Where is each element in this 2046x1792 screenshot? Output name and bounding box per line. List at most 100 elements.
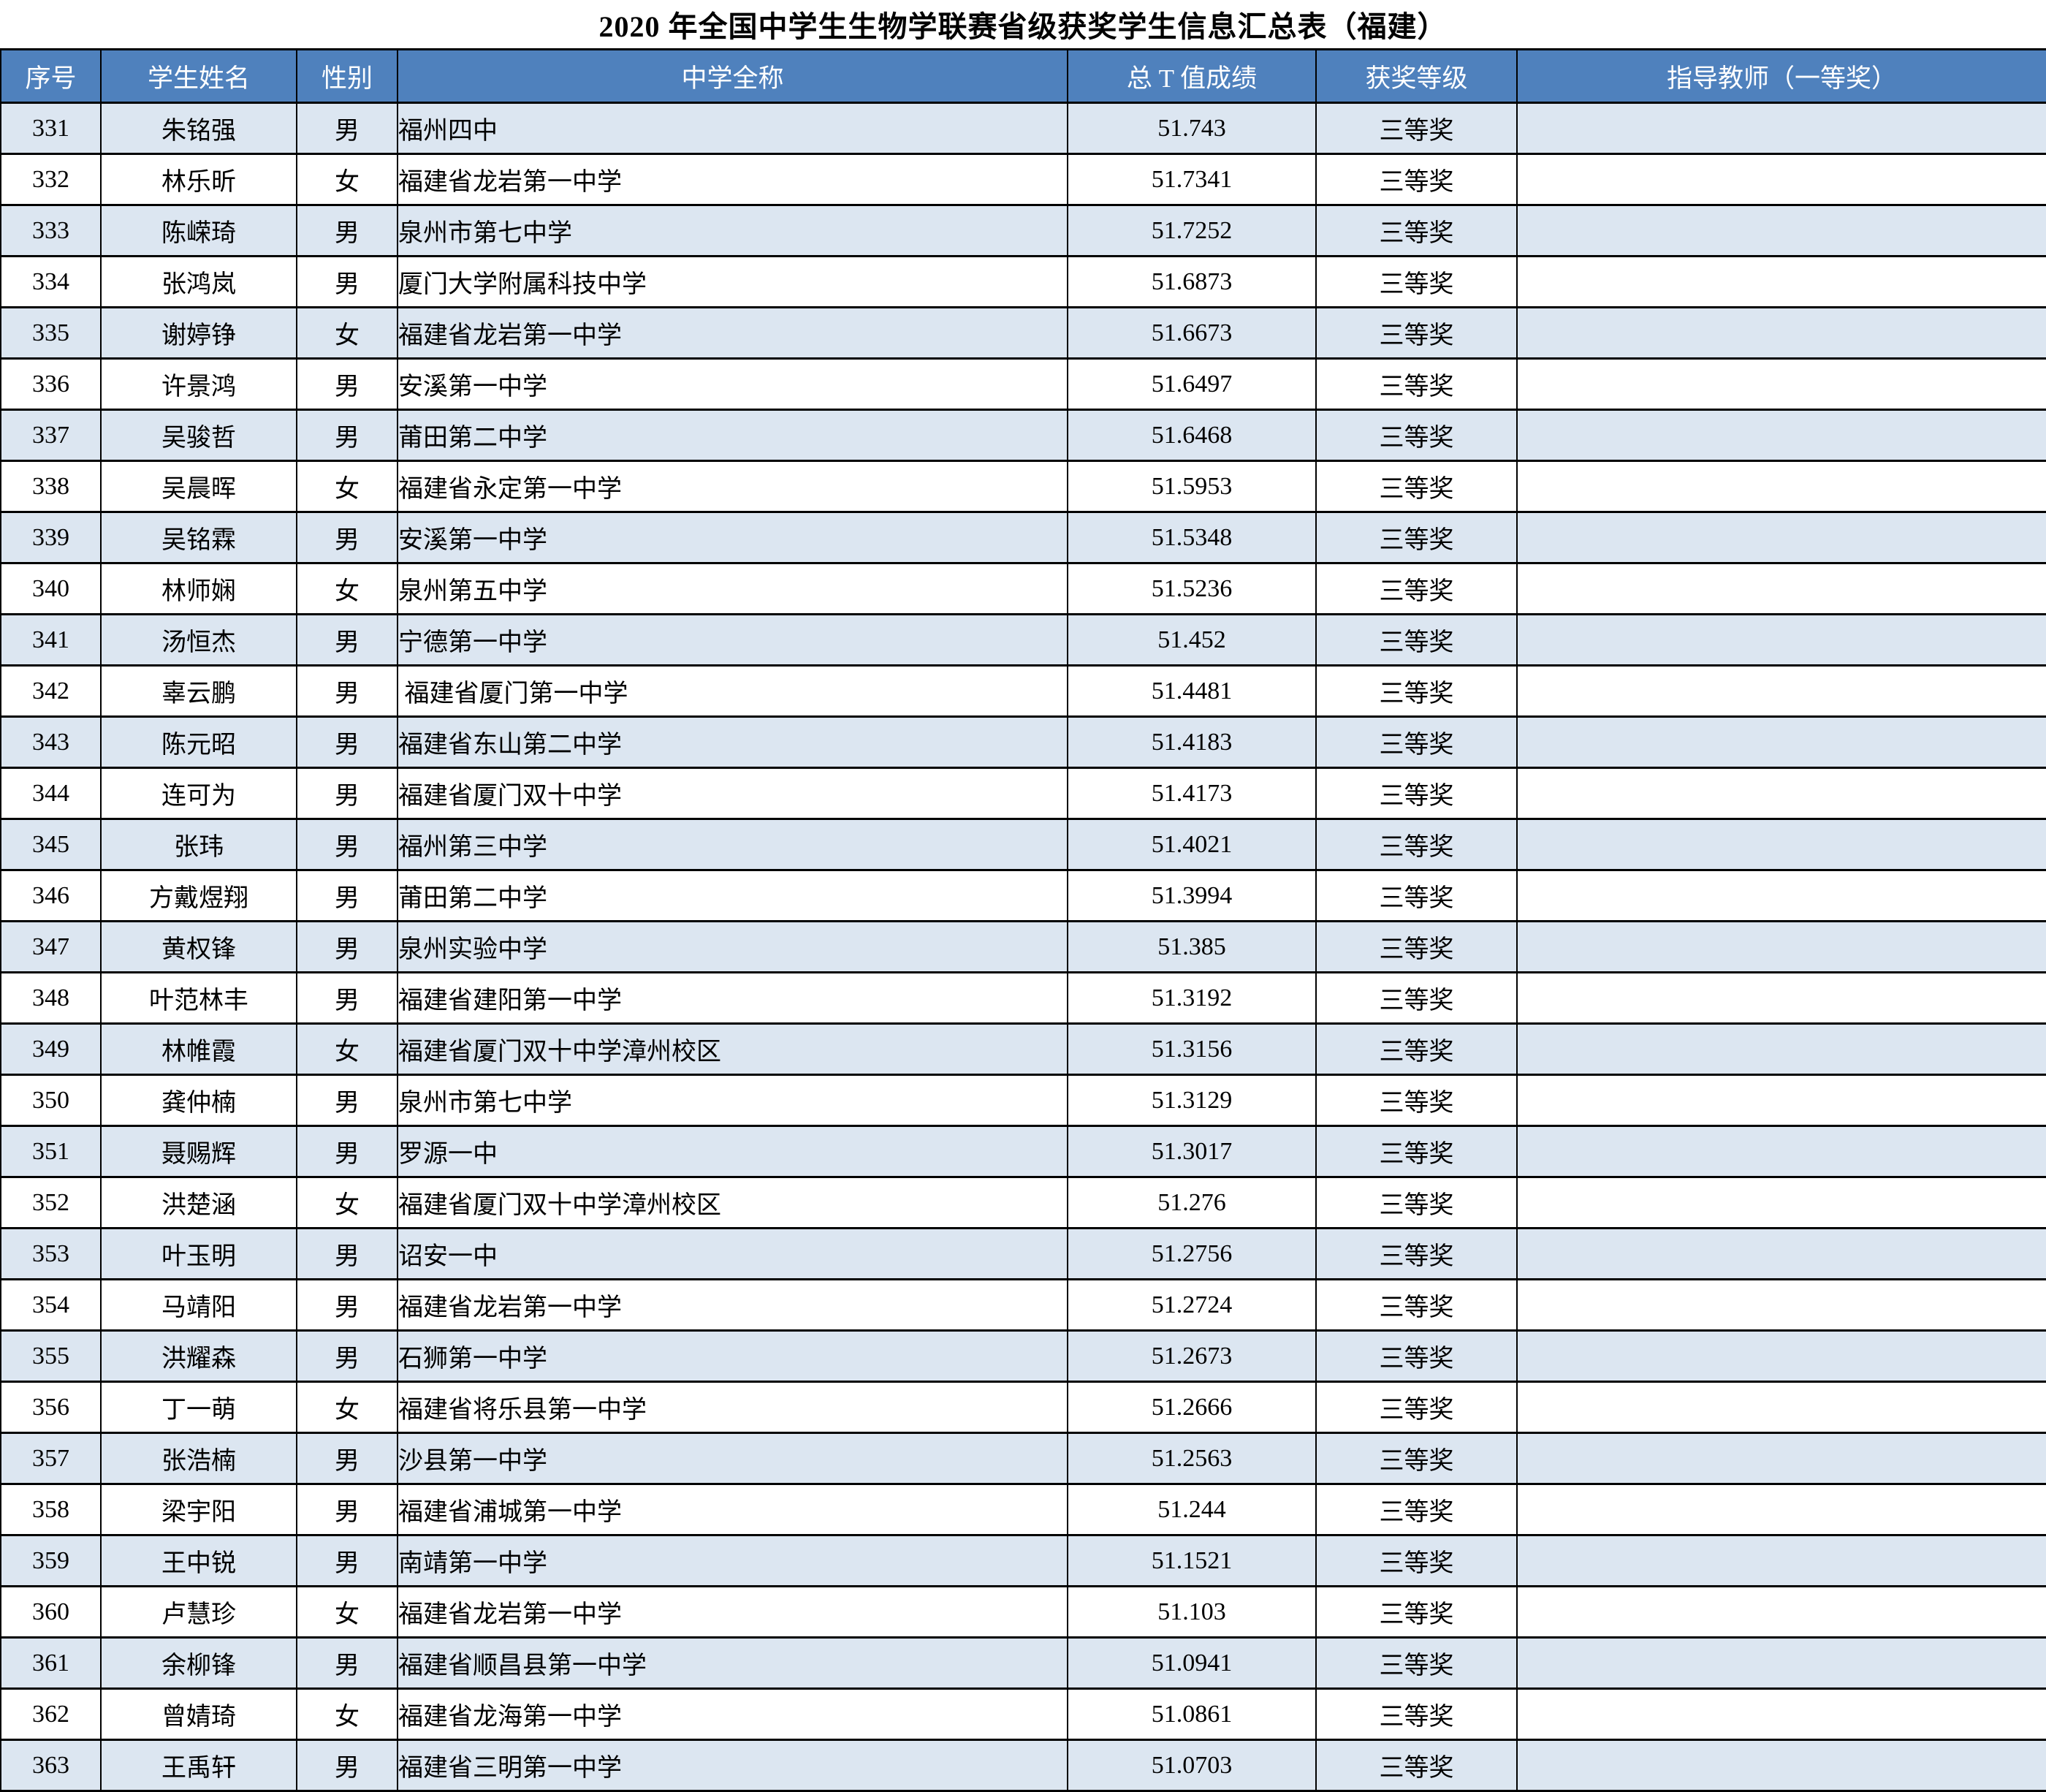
- cell-award: 三等奖: [1315, 613, 1518, 667]
- cell-school: 福建省厦门双十中学漳州校区: [397, 1176, 1068, 1229]
- cell-gender: 男: [296, 1636, 398, 1690]
- cell-gender: 女: [296, 1022, 398, 1076]
- cell-award: 三等奖: [1315, 818, 1518, 871]
- table-row: 348 叶范林丰 男 福建省建阳第一中学 51.3192 三等奖: [0, 971, 2046, 1025]
- cell-score: 51.3017: [1067, 1125, 1317, 1178]
- cell-award: 三等奖: [1315, 409, 1518, 462]
- cell-teacher: [1516, 511, 2046, 564]
- page-title: 2020 年全国中学生生物学联赛省级获奖学生信息汇总表（福建）: [598, 10, 1448, 43]
- cell-school: 泉州市第七中学: [397, 1074, 1068, 1127]
- table-row: 340 林师娴 女 泉州第五中学 51.5236 三等奖: [0, 562, 2046, 615]
- cell-score: 51.4183: [1067, 715, 1317, 769]
- table-row: 342 辜云鹏 男 福建省厦门第一中学 51.4481 三等奖: [0, 664, 2046, 718]
- cell-score: 51.6497: [1067, 357, 1317, 411]
- cell-teacher: [1516, 767, 2046, 820]
- table-row: 350 龚仲楠 男 泉州市第七中学 51.3129 三等奖: [0, 1074, 2046, 1127]
- cell-gender: 女: [296, 1381, 398, 1434]
- cell-student-name: 张玮: [100, 818, 297, 871]
- cell-no: 333: [0, 204, 102, 257]
- table-row: 331 朱铭强 男 福州四中 51.743 三等奖: [0, 102, 2046, 155]
- cell-school: 安溪第一中学: [397, 357, 1068, 411]
- cell-award: 三等奖: [1315, 204, 1518, 257]
- cell-student-name: 谢婷铮: [100, 306, 297, 360]
- cell-school: 福州第三中学: [397, 818, 1068, 871]
- cell-teacher: [1516, 460, 2046, 513]
- table-row: 345 张玮 男 福州第三中学 51.4021 三等奖: [0, 818, 2046, 871]
- cell-student-name: 张鸿岚: [100, 255, 297, 308]
- cell-award: 三等奖: [1315, 306, 1518, 360]
- cell-score: 51.276: [1067, 1176, 1317, 1229]
- col-header-no: 序号: [0, 48, 102, 104]
- cell-gender: 女: [296, 1176, 398, 1229]
- cell-award: 三等奖: [1315, 1432, 1518, 1485]
- cell-gender: 男: [296, 357, 398, 411]
- cell-score: 51.6873: [1067, 255, 1317, 308]
- cell-score: 51.0703: [1067, 1739, 1317, 1792]
- cell-teacher: [1516, 664, 2046, 718]
- cell-teacher: [1516, 1022, 2046, 1076]
- cell-award: 三等奖: [1315, 1483, 1518, 1536]
- cell-award: 三等奖: [1315, 1739, 1518, 1792]
- cell-school: 福州四中: [397, 102, 1068, 155]
- cell-no: 350: [0, 1074, 102, 1127]
- cell-gender: 男: [296, 767, 398, 820]
- cell-student-name: 吴晨晖: [100, 460, 297, 513]
- cell-student-name: 聂赐辉: [100, 1125, 297, 1178]
- cell-gender: 男: [296, 1278, 398, 1332]
- cell-teacher: [1516, 920, 2046, 973]
- cell-school: 福建省永定第一中学: [397, 460, 1068, 513]
- cell-school: 福建省厦门第一中学: [397, 664, 1068, 718]
- cell-no: 349: [0, 1022, 102, 1076]
- cell-no: 334: [0, 255, 102, 308]
- cell-gender: 男: [296, 1534, 398, 1587]
- cell-no: 339: [0, 511, 102, 564]
- cell-score: 51.5236: [1067, 562, 1317, 615]
- cell-no: 358: [0, 1483, 102, 1536]
- cell-gender: 男: [296, 1739, 398, 1792]
- cell-award: 三等奖: [1315, 1329, 1518, 1383]
- cell-teacher: [1516, 153, 2046, 206]
- cell-gender: 女: [296, 153, 398, 206]
- cell-student-name: 洪楚涵: [100, 1176, 297, 1229]
- cell-school: 泉州市第七中学: [397, 204, 1068, 257]
- cell-school: 福建省龙岩第一中学: [397, 1278, 1068, 1332]
- cell-student-name: 王禹轩: [100, 1739, 297, 1792]
- cell-school: 福建省龙岩第一中学: [397, 153, 1068, 206]
- cell-gender: 女: [296, 1585, 398, 1639]
- cell-score: 51.452: [1067, 613, 1317, 667]
- cell-gender: 男: [296, 1483, 398, 1536]
- table-row: 359 王中锐 男 南靖第一中学 51.1521 三等奖: [0, 1534, 2046, 1587]
- cell-gender: 男: [296, 664, 398, 718]
- cell-teacher: [1516, 1636, 2046, 1690]
- cell-score: 51.3129: [1067, 1074, 1317, 1127]
- cell-no: 357: [0, 1432, 102, 1485]
- cell-gender: 女: [296, 306, 398, 360]
- cell-no: 345: [0, 818, 102, 871]
- cell-score: 51.244: [1067, 1483, 1317, 1536]
- table-row: 344 连可为 男 福建省厦门双十中学 51.4173 三等奖: [0, 767, 2046, 820]
- cell-score: 51.6468: [1067, 409, 1317, 462]
- table-row: 332 林乐昕 女 福建省龙岩第一中学 51.7341 三等奖: [0, 153, 2046, 206]
- cell-score: 51.1521: [1067, 1534, 1317, 1587]
- cell-no: 337: [0, 409, 102, 462]
- cell-teacher: [1516, 204, 2046, 257]
- awards-table: 序号 学生姓名 性别 中学全称 总 T 值成绩 获奖等级 指导教师（一等奖） 3…: [0, 48, 2046, 1792]
- cell-score: 51.5953: [1067, 460, 1317, 513]
- cell-no: 342: [0, 664, 102, 718]
- cell-score: 51.3156: [1067, 1022, 1317, 1076]
- cell-award: 三等奖: [1315, 715, 1518, 769]
- cell-gender: 男: [296, 920, 398, 973]
- cell-school: 福建省厦门双十中学: [397, 767, 1068, 820]
- cell-award: 三等奖: [1315, 102, 1518, 155]
- cell-teacher: [1516, 1687, 2046, 1741]
- cell-student-name: 吴铭霖: [100, 511, 297, 564]
- cell-award: 三等奖: [1315, 971, 1518, 1025]
- cell-no: 353: [0, 1227, 102, 1280]
- cell-score: 51.7341: [1067, 153, 1317, 206]
- cell-student-name: 许景鸿: [100, 357, 297, 411]
- cell-score: 51.5348: [1067, 511, 1317, 564]
- cell-school: 福建省顺昌县第一中学: [397, 1636, 1068, 1690]
- cell-score: 51.7252: [1067, 204, 1317, 257]
- table-body: 331 朱铭强 男 福州四中 51.743 三等奖 332 林乐昕 女 福建省龙…: [0, 102, 2046, 1792]
- table-row: 341 汤恒杰 男 宁德第一中学 51.452 三等奖: [0, 613, 2046, 667]
